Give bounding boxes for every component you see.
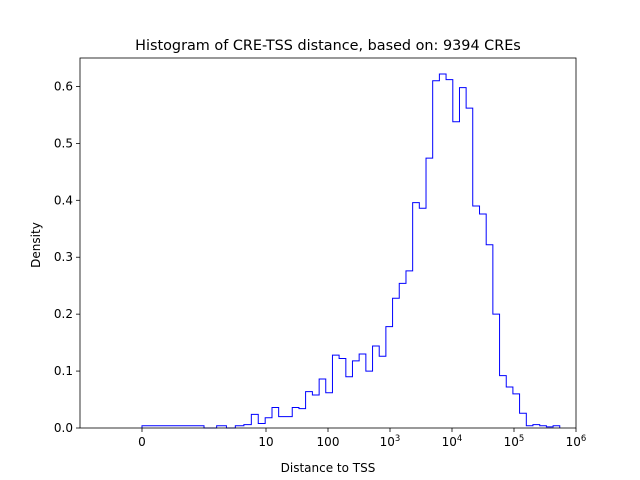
histogram-bin [493,314,500,428]
plot-area [79,57,577,429]
histogram-bin [433,81,440,428]
y-tick-label: 0.4 [54,193,73,207]
x-tick-label: 105 [504,434,525,449]
histogram-bin [299,409,306,428]
histogram-bin [446,80,453,428]
histogram-bin [413,203,420,428]
histogram-bin [453,122,460,428]
histogram-bin [265,418,272,428]
histogram-bin [439,74,446,428]
histogram-bin [379,356,386,428]
x-tick-label: 103 [380,434,401,449]
y-axis-label: Density [29,222,43,268]
histogram-bin [332,355,339,428]
x-tick-label: 0 [138,435,146,449]
histogram-bin [359,354,366,428]
histogram-bin [306,392,313,428]
x-tick-label: 104 [442,434,463,449]
chart-title: Histogram of CRE-TSS distance, based on:… [135,38,521,54]
histogram-bin [346,377,353,428]
x-tick-label: 106 [566,434,587,449]
histogram-bin [513,394,520,428]
histogram-bin [285,417,292,428]
histogram-bin [533,425,540,428]
x-axis-ticks: 0 10 100 103 104 105 106 [138,428,586,449]
histogram-bin [352,361,359,428]
histogram-bin [319,379,326,428]
histogram-outline [141,73,561,429]
histogram-bin [373,346,380,428]
axes-frame [79,57,577,429]
histogram-bin [272,408,279,428]
histogram-bin [466,108,473,428]
y-tick-label: 0.0 [54,421,73,435]
histogram-bin [244,425,251,428]
histogram-bin [473,206,480,428]
histogram-bin [292,408,299,428]
y-axis-ticks: 0.0 0.1 0.2 0.3 0.4 0.5 0.6 [54,79,80,435]
x-tick-label: 10 [258,435,273,449]
histogram-bin [326,393,333,428]
y-tick-label: 0.2 [54,307,73,321]
histogram-bin [500,376,507,428]
histogram-bin [520,413,527,428]
histogram-bin [251,414,258,428]
histogram-bin [366,371,373,428]
histogram-bin [386,327,393,428]
histogram-bin [279,417,286,428]
histogram-bin [258,423,265,428]
y-tick-label: 0.1 [54,364,73,378]
histogram-bin [312,395,319,428]
histogram-bin [486,245,493,428]
histogram-bin [480,214,487,428]
histogram-bin [393,298,400,428]
histogram-bin [426,158,433,428]
histogram-bin [339,359,346,428]
x-axis-label: Distance to TSS [281,461,376,475]
y-tick-label: 0.3 [54,250,73,264]
histogram-bin [406,271,413,428]
histogram-bin [419,208,426,428]
y-tick-label: 0.5 [54,136,73,150]
histogram-bin [506,387,513,428]
histogram-bin [459,88,466,428]
x-tick-label: 100 [317,435,340,449]
histogram-bin [399,283,406,428]
y-tick-label: 0.6 [54,79,73,93]
